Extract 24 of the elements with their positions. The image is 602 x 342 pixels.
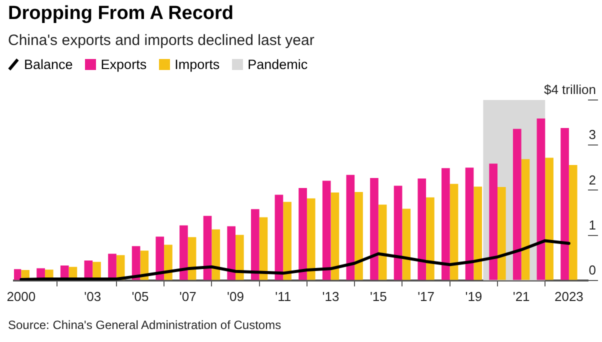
x-tick-label: '07 (179, 288, 196, 304)
y-tick-label: 2 (588, 172, 596, 188)
legend-label: Imports (174, 57, 220, 72)
x-tick-label: '13 (322, 288, 340, 304)
x-tick-label: '11 (275, 288, 292, 304)
x-tick-label: '19 (465, 288, 482, 304)
legend-label: Balance (24, 57, 73, 72)
x-tick-label: '05 (132, 288, 149, 304)
legend-label: Pandemic (248, 57, 308, 72)
y-tick-label: $4 trillion (544, 82, 596, 98)
y-tick-label: 3 (588, 127, 596, 142)
x-tick-label: '09 (227, 288, 244, 304)
x-tick-label: '15 (370, 288, 387, 304)
x-tick-label: 2000 (6, 288, 36, 304)
x-tick-label: '17 (418, 288, 435, 304)
x-tick-label: '03 (84, 288, 102, 304)
x-tick-label: 2023 (554, 288, 584, 304)
y-tick-label: 1 (588, 217, 596, 232)
source-note: Source: China's General Administration of Customs (8, 318, 282, 332)
chart-title: Dropping From A Record (8, 3, 234, 25)
legend-label: Exports (100, 57, 147, 72)
y-tick-label: 0 (588, 262, 596, 278)
x-tick-label: '21 (512, 288, 530, 304)
chart-subtitle: China's exports and imports declined last year (8, 32, 314, 49)
